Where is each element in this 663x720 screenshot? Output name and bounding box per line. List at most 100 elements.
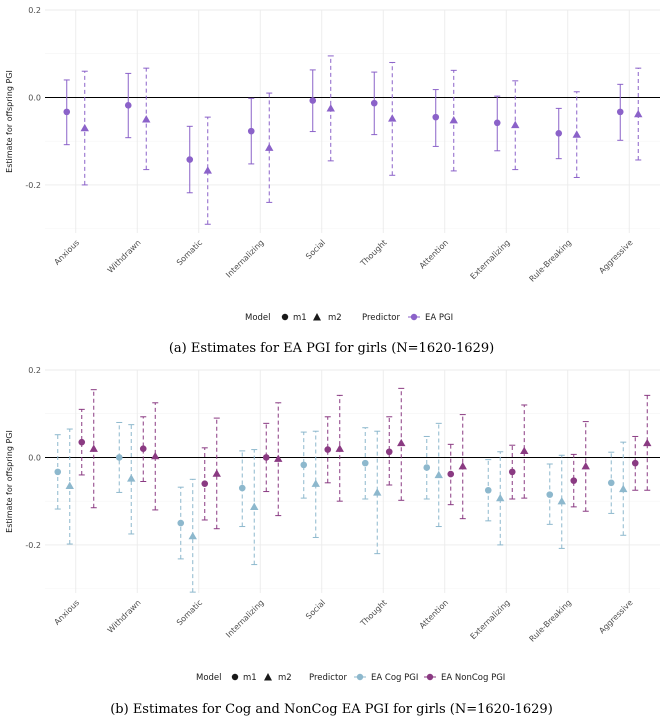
x-tick-label: Somatic (175, 598, 204, 627)
legend-b-circle-icon (231, 673, 239, 681)
legend-b-cog-key (354, 673, 366, 681)
data-point-m2 (127, 474, 136, 482)
data-point-m2 (634, 109, 643, 118)
data-point-m1 (63, 108, 71, 116)
caption-a: (a) Estimates for EA PGI for girls (N=16… (169, 341, 494, 356)
x-tick-label: Social (304, 598, 327, 621)
data-point-m2 (89, 444, 98, 452)
legend-a-m2-label: m2 (328, 313, 342, 323)
legend-a-predictor-title: Predictor (362, 313, 400, 323)
x-tick-label: Aggressive (597, 598, 634, 635)
y-tick-label: 0.2 (28, 6, 41, 15)
x-tick-label: Aggressive (597, 238, 634, 275)
legend-a-m1-label: m1 (293, 313, 307, 323)
data-point-m1 (247, 127, 255, 135)
data-point-m1 (616, 108, 624, 116)
data-point-m1 (139, 445, 147, 453)
x-tick-label: Anxious (52, 238, 81, 267)
data-point-m2 (373, 488, 382, 496)
data-point-m2 (65, 481, 74, 490)
data-point-m2 (151, 451, 160, 460)
data-point-m2 (449, 115, 458, 124)
data-point-m1 (361, 459, 369, 467)
y-axis-title: Estimate for offspring PGI (5, 430, 14, 533)
data-point-m2 (388, 114, 397, 122)
x-tick-label: Rule-Breaking (528, 238, 574, 284)
data-point-m1 (115, 454, 123, 461)
data-point-m2 (572, 130, 581, 138)
data-point-m1 (78, 438, 86, 446)
legend-b: Model m1 m2 Predictor EA Cog PGI EA NonC… (196, 673, 505, 683)
data-point-m1 (238, 484, 246, 492)
x-tick-label: Externalizing (469, 238, 512, 281)
data-point-m2 (581, 461, 590, 470)
data-point-m2 (335, 444, 344, 452)
x-tick-label: Withdrawn (106, 598, 143, 635)
legend-b-m1-label: m1 (243, 673, 257, 683)
legend-b-triangle-icon (264, 673, 272, 681)
legend-b-cog-label: EA Cog PGI (371, 673, 418, 683)
data-point-m1 (555, 130, 563, 137)
x-tick-label: Internalizing (224, 598, 265, 639)
data-point-m1 (631, 459, 639, 467)
y-tick-label: -0.2 (25, 541, 41, 550)
data-point-m1 (54, 468, 62, 476)
data-point-m1 (309, 97, 317, 104)
data-point-m1 (570, 477, 578, 484)
data-point-m2 (496, 493, 505, 502)
legend-b-noncog-key-dot (426, 673, 434, 681)
data-point-m2 (520, 446, 529, 455)
legend-a-triangle-icon (313, 313, 321, 321)
data-point-m1 (493, 119, 501, 127)
y-tick-label: 0.0 (28, 93, 41, 102)
x-tick-label: Thought (358, 238, 389, 269)
legend-a: Model m1 m2 Predictor EA PGI (245, 313, 453, 323)
data-point-m2 (511, 120, 520, 129)
data-point-m2 (619, 484, 628, 493)
data-point-m2 (212, 469, 221, 477)
data-point-m2 (188, 531, 197, 540)
data-point-m1 (607, 479, 615, 487)
data-point-m1 (546, 491, 554, 498)
legend-b-noncog-key (424, 673, 436, 681)
x-tick-label: Externalizing (469, 598, 512, 641)
data-point-m2 (80, 123, 89, 132)
data-point-m1 (124, 102, 132, 109)
y-tick-label: 0.2 (28, 366, 41, 375)
legend-a-model-title: Model (245, 313, 271, 323)
legend-b-predictor-title: Predictor (309, 673, 347, 683)
data-point-m1 (370, 99, 378, 107)
legend-b-m2-label: m2 (278, 673, 292, 683)
x-tick-label: Anxious (52, 598, 81, 627)
x-tick-label: Thought (358, 598, 389, 629)
data-point-m1 (262, 454, 270, 461)
data-point-m1 (201, 480, 209, 487)
data-point-m1 (324, 446, 332, 453)
data-point-m1 (508, 468, 516, 476)
x-tick-label: Attention (418, 598, 450, 630)
data-point-m2 (397, 438, 406, 447)
data-point-m2 (311, 479, 320, 487)
x-tick-label: Internalizing (224, 238, 265, 279)
caption-b: (b) Estimates for Cog and NonCog EA PGI … (110, 702, 553, 717)
data-point-m1 (177, 519, 185, 527)
data-point-m2 (203, 166, 212, 174)
data-point-m1 (484, 486, 492, 494)
data-point-m2 (643, 438, 652, 447)
chart-panel-a: -0.2 0.0 0.2 Estimate for offspring PGI Anxi… (5, 6, 660, 284)
legend-a-ea-key-dot (410, 313, 418, 321)
y-tick-label: 0.0 (28, 453, 41, 462)
data-point-m2 (434, 470, 443, 479)
y-tick-label: -0.2 (25, 181, 41, 190)
data-point-m2 (250, 502, 259, 511)
data-point-m2 (274, 454, 283, 462)
data-point-m2 (557, 496, 566, 505)
y-axis-title: Estimate for offspring PGI (5, 70, 14, 173)
legend-a-ea-label: EA PGI (425, 313, 453, 323)
x-tick-label: Social (304, 238, 327, 261)
data-point-m2 (326, 104, 335, 112)
legend-b-model-title: Model (196, 673, 222, 683)
legend-a-ea-key (408, 313, 420, 321)
x-tick-label: Attention (418, 238, 450, 270)
